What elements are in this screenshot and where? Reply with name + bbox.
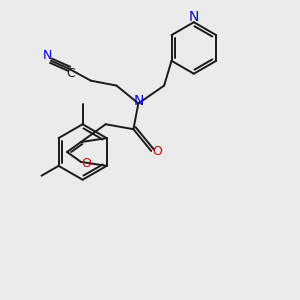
Text: N: N [133, 94, 143, 109]
Text: O: O [81, 158, 91, 170]
Text: O: O [152, 146, 162, 158]
Text: C: C [67, 67, 75, 80]
Text: N: N [189, 10, 199, 24]
Text: N: N [43, 50, 52, 62]
